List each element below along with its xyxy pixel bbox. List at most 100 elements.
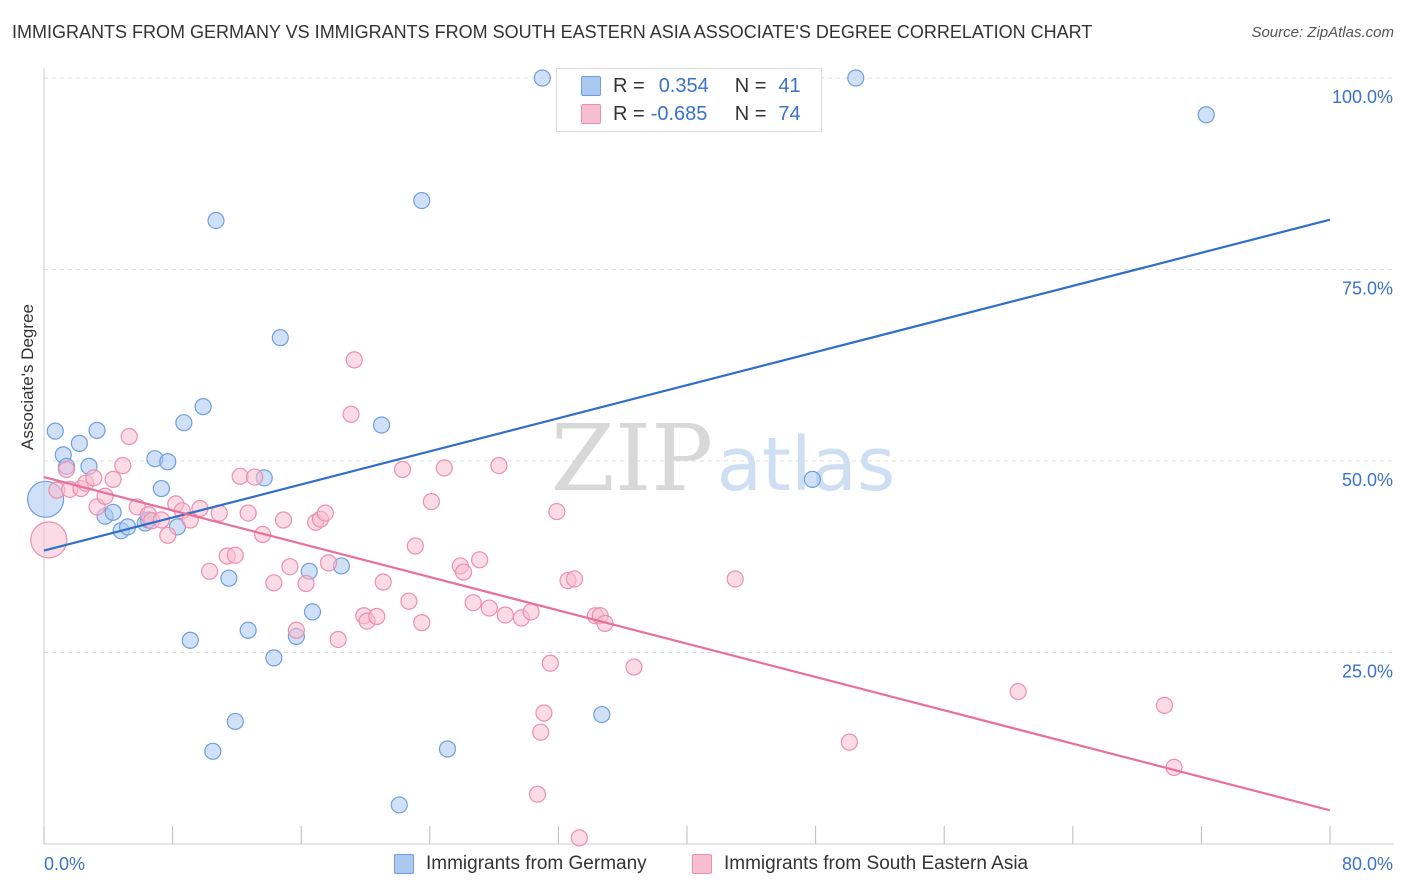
point-sea (287, 621, 305, 639)
point-sea (281, 558, 299, 576)
point-sea (532, 723, 550, 741)
point-germany (181, 631, 199, 649)
point-sea (726, 570, 744, 588)
watermark-zip: ZIP (551, 405, 713, 512)
point-germany (220, 569, 238, 587)
point-sea (435, 459, 453, 477)
bottom-legend-sea: Immigrants from South Eastern Asia (692, 852, 1028, 876)
point-sea (226, 546, 244, 564)
y-axis-label: Associate's Degree (18, 304, 37, 450)
point-sea (625, 658, 643, 676)
trend-line-germany (43, 218, 1331, 552)
point-sea (159, 526, 177, 544)
point-sea (422, 492, 441, 511)
point-germany (271, 329, 289, 347)
legend-r-value-sea: -0.685 (650, 102, 708, 125)
point-sea (30, 521, 68, 559)
point-sea (541, 654, 559, 672)
point-sea (231, 467, 249, 485)
point-sea (114, 456, 132, 475)
watermark: ZIP atlas (551, 405, 896, 512)
point-germany (70, 434, 88, 452)
point-sea (406, 537, 424, 555)
point-sea (490, 456, 508, 475)
x-tick-label: 80.0% (1342, 854, 1393, 874)
legend-n-label: N = (734, 74, 767, 97)
source-label: Source: ZipAtlas.com (1251, 24, 1394, 41)
point-sea (522, 603, 540, 621)
legend-n-value-germany: 41 (778, 74, 801, 97)
point-sea (200, 562, 219, 580)
point-sea (1155, 696, 1174, 714)
point-sea (565, 570, 584, 588)
point-sea (840, 733, 858, 751)
point-sea (329, 630, 347, 649)
legend-row-germany: R = 0.354 N = 41 (581, 73, 801, 99)
point-sea (1009, 682, 1027, 701)
point-germany (303, 603, 322, 621)
y-tick-label: 50.0% (1342, 470, 1393, 490)
point-sea (316, 504, 334, 522)
point-sea (297, 574, 315, 593)
point-germany (372, 416, 391, 434)
point-sea (104, 470, 122, 488)
trend-line-sea (43, 476, 1331, 812)
legend-r-label: R = (613, 74, 645, 97)
point-sea (368, 607, 386, 626)
x-tick-label: 0.0% (44, 854, 85, 874)
point-germany (1197, 106, 1215, 124)
legend-r-value-germany: 0.354 (658, 74, 709, 97)
point-germany (207, 211, 225, 230)
point-germany (159, 453, 177, 471)
point-sea (480, 599, 498, 617)
legend-row-sea: R = -0.685 N = 74 (581, 101, 801, 127)
point-germany (803, 470, 821, 488)
point-sea (345, 351, 363, 369)
point-sea (528, 785, 547, 803)
point-sea (496, 606, 514, 624)
point-sea (265, 574, 283, 592)
legend-swatch-germany (581, 76, 601, 96)
point-germany (226, 712, 244, 731)
correlation-legend: R = 0.354 N = 41 R = -0.685 N = 74 (556, 68, 822, 132)
bottom-legend-swatch-germany (394, 854, 414, 874)
point-sea (120, 427, 138, 446)
point-germany (175, 414, 193, 432)
point-germany (847, 69, 865, 87)
point-sea (570, 829, 588, 847)
point-sea (393, 460, 412, 479)
point-sea (57, 460, 76, 479)
grid-lines (44, 77, 1394, 653)
point-germany (413, 191, 431, 210)
y-tick-label: 100.0% (1332, 87, 1393, 107)
point-sea (274, 511, 293, 529)
legend-n-label: N = (734, 102, 767, 125)
point-sea (239, 504, 257, 522)
axes (43, 68, 1394, 845)
point-sea (245, 468, 264, 486)
bottom-legend-label-sea: Immigrants from South Eastern Asia (724, 853, 1029, 874)
point-germany (593, 705, 611, 724)
tick-labels: 25.0% 50.0% 75.0% 100.0% 0.0% 80.0% (44, 87, 1393, 874)
point-sea (464, 594, 482, 612)
point-sea (374, 573, 392, 591)
bottom-legend-label-germany: Immigrants from Germany (426, 853, 647, 874)
point-germany (46, 422, 64, 440)
y-tick-label: 25.0% (1342, 662, 1393, 682)
point-sea (454, 563, 473, 581)
point-germany (152, 479, 170, 498)
point-germany (533, 69, 551, 87)
point-germany (194, 398, 212, 416)
point-germany (204, 742, 222, 760)
point-germany (104, 503, 122, 521)
point-germany (88, 421, 106, 439)
trend-lines (43, 218, 1331, 812)
point-sea (413, 614, 431, 632)
point-germany (265, 649, 283, 667)
point-sea (535, 704, 553, 722)
legend-swatch-sea (581, 104, 601, 124)
point-sea (548, 502, 566, 521)
point-germany (438, 740, 457, 758)
chart-title: IMMIGRANTS FROM GERMANY VS IMMIGRANTS FR… (12, 22, 1093, 42)
